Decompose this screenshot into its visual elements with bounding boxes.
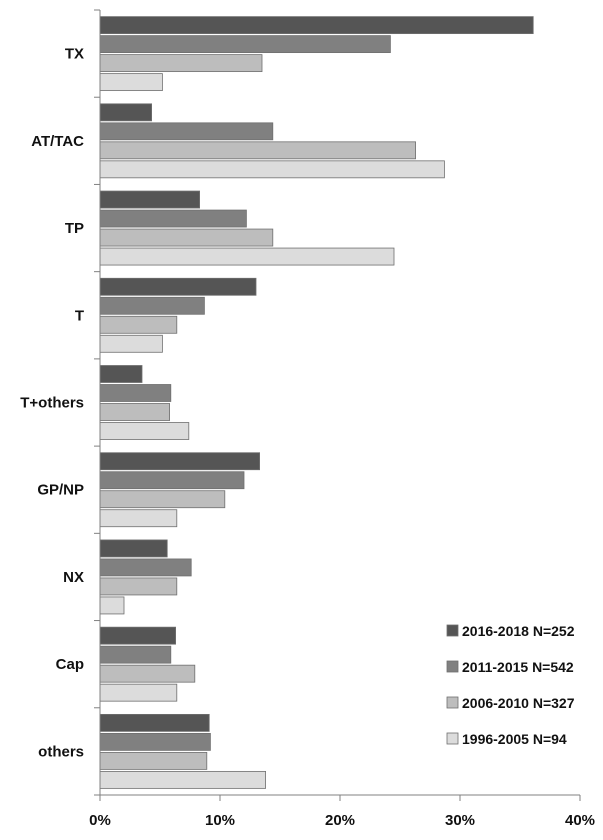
bar	[99, 190, 200, 209]
legend-label: 2016-2018 N=252	[462, 623, 575, 639]
bar	[99, 713, 210, 732]
legend-swatch	[446, 624, 459, 637]
bar	[99, 209, 247, 228]
category-label: TX	[65, 46, 84, 63]
category-label: Cap	[56, 656, 84, 673]
category-label: T	[75, 307, 84, 324]
category-label: GP/NP	[37, 482, 84, 499]
bar	[99, 296, 205, 315]
bar	[99, 73, 163, 92]
x-tick-label: 0%	[89, 812, 111, 829]
x-tick-label: 40%	[565, 812, 595, 829]
bar	[99, 422, 190, 440]
bar	[99, 626, 176, 645]
bar	[99, 54, 263, 73]
bar	[99, 315, 178, 334]
x-tick-label: 10%	[205, 812, 235, 829]
bar	[99, 403, 170, 421]
bar	[99, 16, 534, 35]
bar	[99, 277, 257, 296]
category-label: NX	[63, 569, 84, 586]
legend-swatch	[446, 732, 459, 745]
legend-swatch	[446, 660, 459, 673]
bar	[99, 732, 211, 751]
bar	[99, 558, 192, 577]
legend-swatch	[446, 696, 459, 709]
bar	[99, 452, 261, 471]
category-label: TP	[65, 220, 84, 237]
bar	[99, 645, 172, 664]
bar	[99, 384, 172, 402]
bar	[99, 751, 208, 770]
bar	[99, 365, 143, 383]
bar	[99, 247, 395, 266]
bar	[99, 770, 267, 789]
bar	[99, 539, 168, 558]
bar	[99, 683, 178, 702]
bar	[99, 35, 391, 54]
bar	[99, 103, 152, 122]
bar	[99, 160, 445, 179]
legend-label: 1996-2005 N=94	[462, 731, 567, 747]
bar	[99, 509, 178, 528]
bar	[99, 228, 274, 247]
bar	[99, 596, 125, 615]
bar	[99, 334, 163, 353]
legend: 2016-2018 N=252 2011-2015 N=542 2006-2010 …	[446, 623, 575, 747]
category-label: AT/TAC	[31, 133, 84, 150]
bar	[99, 141, 417, 160]
category-label: T+others	[20, 395, 84, 412]
legend-label: 2006-2010 N=327	[462, 695, 575, 711]
bar	[99, 490, 226, 509]
category-label: others	[38, 743, 84, 760]
bar	[99, 471, 245, 490]
bar	[99, 577, 178, 596]
x-tick-label: 20%	[325, 812, 355, 829]
bar	[99, 122, 274, 141]
bar	[99, 664, 196, 683]
labels-layer: TX AT/TAC TP T T+others GP/NP NX Cap others 0% 10%…	[20, 9, 595, 829]
legend-label: 2011-2015 N=542	[462, 659, 574, 675]
x-tick-label: 30%	[445, 812, 475, 829]
